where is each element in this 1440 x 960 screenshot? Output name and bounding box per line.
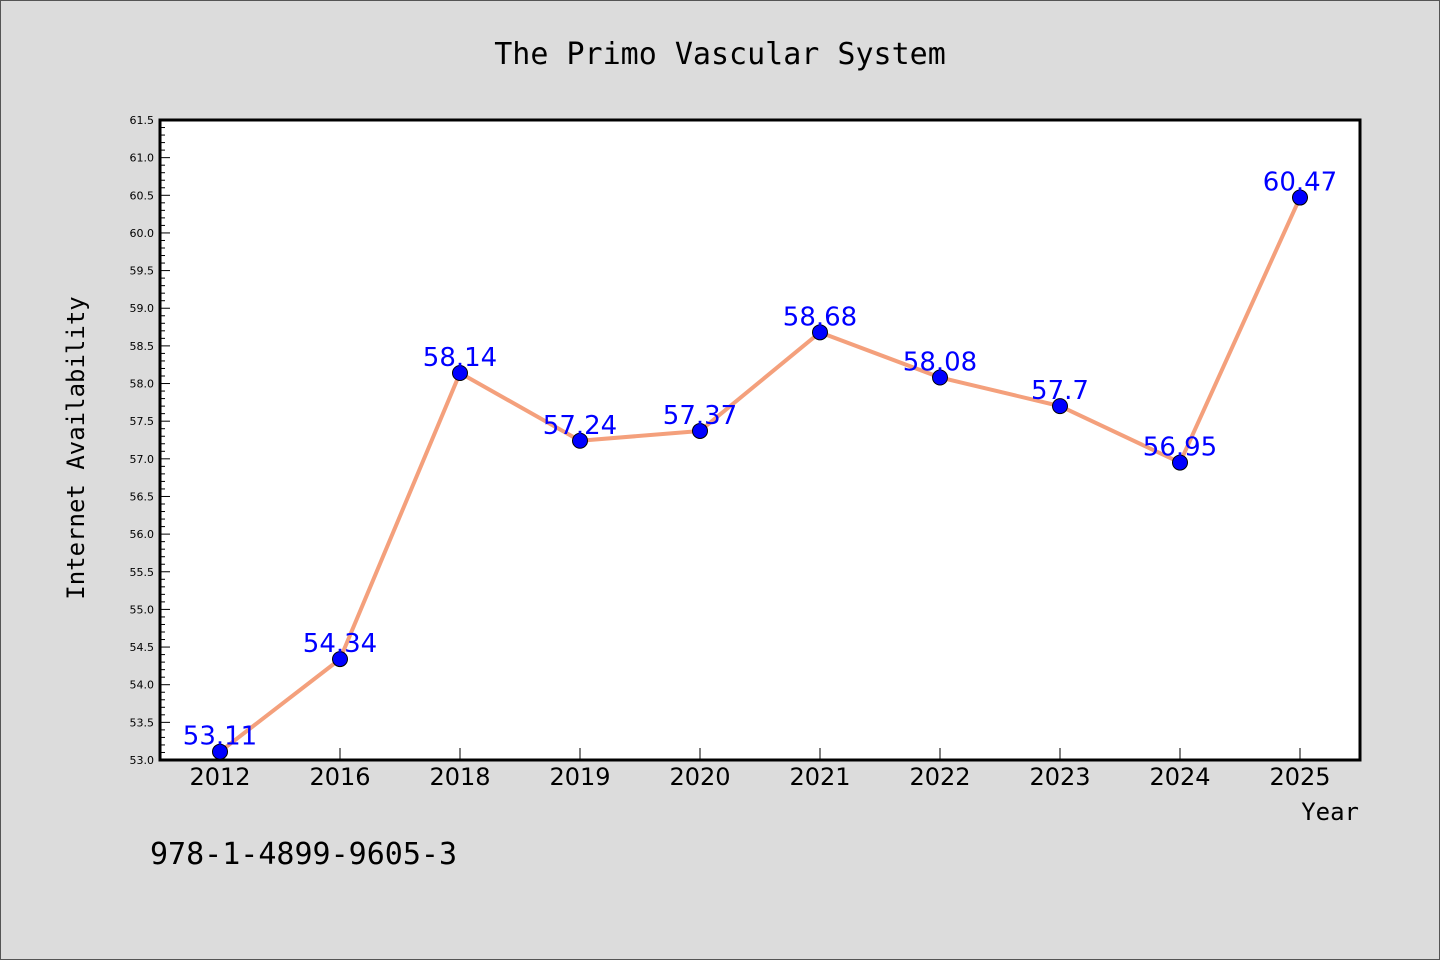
data-point [452,364,468,381]
data-label: 58.14 [423,343,497,373]
data-point [332,651,348,668]
x-tick-label: 2012 [189,763,250,791]
data-label: 57.37 [663,401,737,431]
x-tick-label: 2019 [549,763,610,791]
y-tick-label: 60.0 [130,227,155,240]
data-point [212,743,228,760]
series-line [218,196,1302,754]
y-tick-label: 58.5 [130,340,155,353]
plot-area [158,118,1362,762]
data-label: 56.95 [1143,433,1217,463]
data-label: 57.24 [543,411,617,441]
y-tick-label: 57.0 [130,453,155,466]
x-tick-label: 2023 [1029,763,1090,791]
y-axis-label: Internet Availability [62,296,90,599]
x-tick-label: 2020 [669,763,730,791]
data-label: 54.34 [303,629,377,659]
x-tick-label: 2025 [1269,763,1330,791]
y-tick-label: 57.5 [130,415,155,428]
y-tick-label: 59.5 [130,265,155,278]
y-tick-label: 56.5 [130,490,155,503]
y-tick-label: 54.0 [130,679,155,692]
x-tick-label: 2018 [429,763,490,791]
data-label: 58.68 [783,302,857,332]
data-label: 60.47 [1263,168,1337,198]
data-point [572,432,588,449]
y-tick-label: 53.5 [130,716,155,729]
y-tick-label: 59.0 [130,302,155,315]
series-layer: 53.11 54.34 58.14 57.24 57.37 58.68 58.08 57.7 5… [183,168,1337,760]
data-point [812,324,828,341]
y-tick-label: 54.5 [130,641,155,654]
x-axis: 2012 2016 2018 2019 2020 2021 2022 2023 2024 2025 [189,748,1331,791]
x-tick-label: 2022 [909,763,970,791]
y-tick-label: 55.5 [130,566,155,579]
y-tick-label: 61.5 [130,114,155,127]
x-axis-label: Year [1301,798,1359,826]
data-label: 58.08 [903,348,977,378]
y-tick-label: 60.5 [130,189,155,202]
chart-title: The Primo Vascular System [494,37,946,72]
y-tick-label: 61.0 [130,152,155,165]
data-label: 53.11 [183,722,257,752]
data-point [692,422,708,439]
data-point [932,369,948,386]
x-tick-label: 2021 [789,763,850,791]
x-tick-label: 2024 [1149,763,1210,791]
isbn-text: 978-1-4899-9605-3 [150,837,457,872]
data-point [1292,189,1308,206]
data-point [1172,454,1188,471]
y-tick-label: 58.0 [130,378,155,391]
y-tick-label: 55.0 [130,603,155,616]
y-tick-label: 56.0 [130,528,155,541]
data-label: 57.7 [1031,376,1089,406]
y-axis: 53.0 53.5 54.0 54.5 55.0 55.5 56.0 56.5 57.0 57.5… [130,114,170,767]
data-point [1052,398,1068,415]
x-tick-label: 2016 [309,763,370,791]
y-tick-label: 53.0 [130,754,155,767]
